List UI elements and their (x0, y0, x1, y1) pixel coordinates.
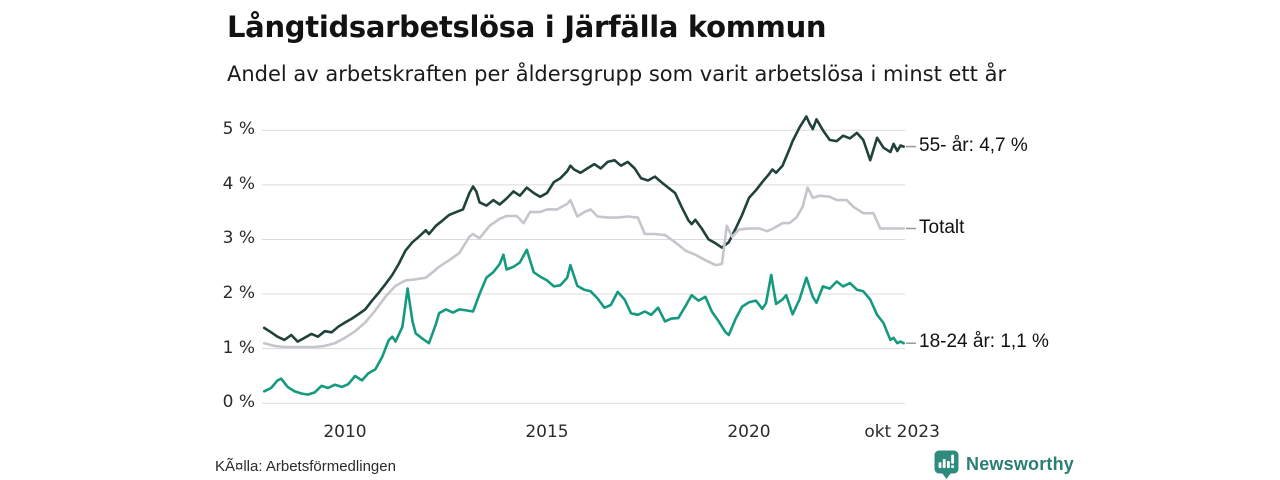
brand-logo: Newsworthy (934, 450, 1074, 479)
series-end-label-55-plus: 55- år: 4,7 % (919, 134, 1028, 156)
series-end-label-total: Totalt (919, 216, 965, 238)
y-tick-label: 1 % (222, 337, 255, 358)
x-tick-label: okt 2023 (864, 422, 940, 442)
series-line-0 (262, 115, 905, 343)
x-tick-label: 2020 (727, 422, 771, 442)
page-subtitle: Andel av arbetskraften per åldersgrupp s… (227, 62, 1007, 86)
y-tick-label: 5 % (222, 119, 255, 140)
series-end-label-18-24: 18-24 år: 1,1 % (919, 331, 1049, 353)
y-tick-label: 4 % (222, 173, 255, 194)
y-tick-label: 3 % (222, 228, 255, 249)
series-line-1 (262, 186, 905, 349)
source-note: KÃ¤lla: Arbetsförmedlingen (215, 458, 396, 475)
y-tick-label: 0 % (222, 392, 255, 413)
x-tick-label: 2015 (525, 422, 569, 442)
page-title: Långtidsarbetslösa i Järfälla kommun (227, 10, 827, 44)
x-tick-label: 2010 (323, 422, 367, 442)
bar-chart-pin-icon (934, 450, 959, 479)
series-line-2 (262, 248, 905, 396)
brand-name: Newsworthy (966, 454, 1075, 474)
y-tick-label: 2 % (222, 283, 255, 304)
